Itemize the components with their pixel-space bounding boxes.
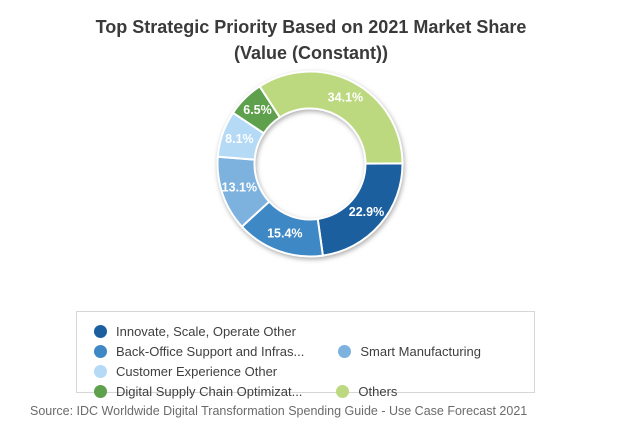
legend-marker-icon (336, 384, 350, 398)
legend-item-label: Smart Manufacturing (360, 343, 482, 359)
legend-item-label: Innovate, Scale, Operate Other (116, 323, 296, 339)
donut-chart: 34.1% 22.9% 15.4% 13.1% 8.1% 6.5% (216, 70, 404, 258)
legend-marker-icon (94, 384, 107, 398)
legend-item-digital-supply-chain[interactable]: Digital Supply Chain Optimizat... (94, 381, 302, 401)
legend-item-back-office-support[interactable]: Back-Office Support and Infras... (94, 341, 304, 361)
donut-slice-others[interactable] (258, 70, 404, 165)
legend-item-label: Customer Experience Other (116, 363, 278, 379)
chart-title: Top Strategic Priority Based on 2021 Mar… (0, 14, 622, 66)
chart-title-line2: (Value (Constant)) (233, 43, 388, 63)
donut-slice-digital-supply-chain-optimizat[interactable] (231, 85, 282, 135)
source-attribution: Source: IDC Worldwide Digital Transforma… (30, 404, 528, 418)
chart-legend: Innovate, Scale, Operate Other Back-Offi… (76, 311, 535, 399)
slice-value-label: 6.5% (243, 103, 272, 117)
slice-value-label: 22.9% (349, 205, 384, 219)
chart-title-line1: Top Strategic Priority Based on 2021 Mar… (95, 17, 527, 37)
legend-marker-icon (94, 324, 107, 338)
legend-item-customer-experience-other[interactable]: Customer Experience Other (94, 361, 277, 381)
legend-item-label: Back-Office Support and Infras... (116, 343, 305, 359)
legend-marker-icon (94, 344, 107, 358)
slice-value-label: 34.1% (328, 90, 363, 104)
legend-marker-icon (338, 344, 352, 358)
slice-value-label: 13.1% (222, 181, 257, 195)
legend-marker-icon (94, 364, 107, 378)
slice-value-label: 15.4% (267, 227, 302, 241)
legend-item-label: Digital Supply Chain Optimizat... (116, 383, 303, 399)
legend-item-smart-manufacturing[interactable]: Smart Manufacturing (338, 341, 481, 361)
slice-value-label: 8.1% (225, 132, 254, 146)
legend-item-others[interactable]: Others (336, 381, 397, 401)
legend-item-innovate-scale-operate-other[interactable]: Innovate, Scale, Operate Other (94, 321, 296, 341)
legend-item-label: Others (358, 383, 398, 399)
